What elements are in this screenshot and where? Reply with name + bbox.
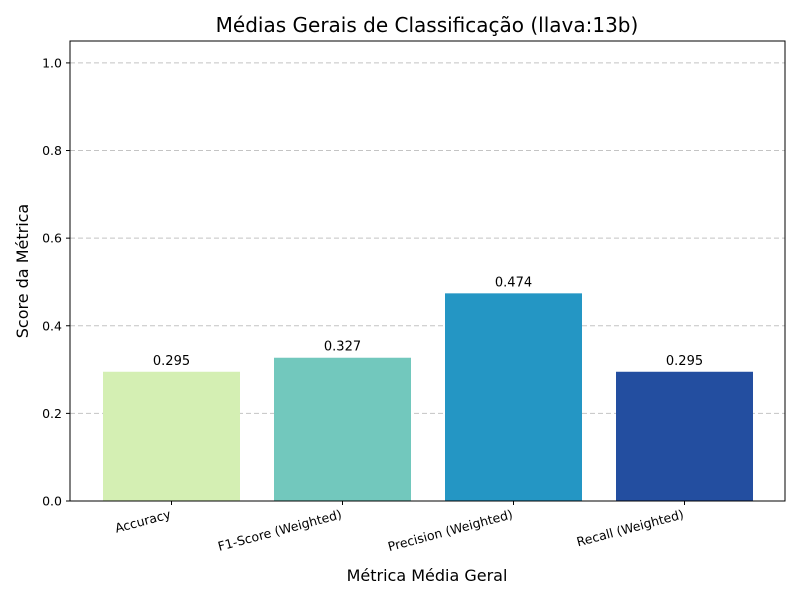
- bar-value-label: 0.295: [153, 354, 190, 369]
- y-tick-label: 0.0: [42, 494, 62, 509]
- bars: [103, 293, 753, 501]
- y-tick-label: 0.4: [42, 318, 62, 333]
- bar-value-labels: 0.295 0.327 0.474 0.295: [153, 275, 703, 368]
- y-tick-label: 1.0: [42, 55, 62, 70]
- y-tick-label: 0.8: [42, 143, 62, 158]
- y-tick-label: 0.2: [42, 406, 62, 421]
- x-axis-label: Métrica Média Geral: [347, 566, 508, 585]
- y-tick-label: 0.6: [42, 231, 62, 246]
- plot-frame: [69, 40, 786, 502]
- bar-value-label: 0.295: [666, 354, 703, 369]
- y-axis-ticks: 0.0 0.2 0.4 0.6 0.8 1.0: [42, 55, 70, 509]
- bar: [616, 371, 753, 501]
- bar: [445, 293, 582, 501]
- bar: [274, 357, 411, 501]
- y-axis-label: Score da Métrica: [13, 204, 32, 339]
- chart-title: Médias Gerais de Classificação (llava:13…: [216, 13, 639, 37]
- bar-value-label: 0.474: [495, 275, 532, 290]
- bar: [103, 371, 240, 501]
- bar-value-label: 0.327: [324, 340, 361, 355]
